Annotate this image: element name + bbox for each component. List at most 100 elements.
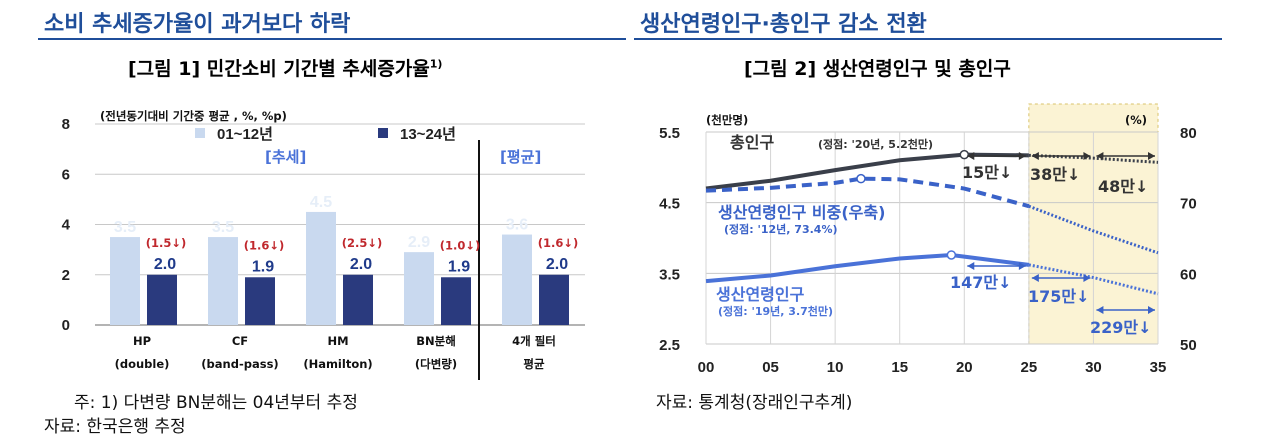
y-tick-label: 8 <box>62 116 70 133</box>
y-tick-label: 6 <box>62 166 70 183</box>
bar-13-24 <box>343 274 373 325</box>
difference-label: (1.6↓) <box>244 238 285 252</box>
category-label-sub: (double) <box>115 357 170 371</box>
x-tick-label: 05 <box>762 359 779 376</box>
category-label-sub: (다변량) <box>415 357 457 371</box>
category-label: 4개 필터 <box>512 334 556 348</box>
legend-label: 01~12년 <box>217 126 273 143</box>
figure1-title: [그림 1] 민간소비 기간별 추세증가율1) <box>128 57 443 80</box>
figure2-title: [그림 2] 생산연령인구 및 총인구 <box>744 58 1011 80</box>
peak-marker-total <box>959 149 970 160</box>
category-label-sub: (Hamilton) <box>303 357 372 371</box>
bar-value-label-01-12: 4.5 <box>310 194 332 211</box>
note-source-left: 자료: 한국은행 추정 <box>44 417 186 437</box>
series-peak-annotation: (정점: '12년, 73.4%) <box>724 222 838 236</box>
x-tick-label: 15 <box>891 359 908 376</box>
y-axis-label: (전년동기대비 기간중 평균 , %, %p) <box>100 109 287 123</box>
y-left-axis-label: (천만명) <box>706 113 748 127</box>
note-footnote: 주: 1) 다변량 BN분해는 04년부터 추정 <box>74 393 358 413</box>
decline-arrowhead <box>1031 152 1091 160</box>
difference-label: (2.5↓) <box>342 236 383 250</box>
series-projection-line <box>1028 204 1159 255</box>
right-title-rule <box>634 38 1222 40</box>
category-label: HM <box>327 334 348 348</box>
legend-swatch <box>195 128 205 138</box>
note-source-right: 자료: 통계청(장래인구추계) <box>656 393 853 413</box>
decline-label: 38만↓ <box>1030 165 1080 184</box>
bar-01-12 <box>502 234 532 325</box>
series-label: 생산연령인구 <box>716 285 805 304</box>
decline-label: 15만↓ <box>962 163 1012 182</box>
decline-label: 175만↓ <box>1028 287 1090 306</box>
bar-01-12 <box>208 237 238 325</box>
y-right-tick-label: 50 <box>1180 337 1197 354</box>
decline-arrowhead <box>1096 152 1155 160</box>
y-left-tick-label: 4.5 <box>659 196 680 213</box>
legend-swatch <box>378 128 388 138</box>
group-label-trend: [추세] <box>265 148 306 166</box>
series-line <box>705 176 1030 209</box>
category-label: HP <box>133 334 151 348</box>
x-tick-label: 25 <box>1021 359 1038 376</box>
x-tick-label: 10 <box>827 359 844 376</box>
bar-value-label-13-24: 2.0 <box>154 256 176 273</box>
y-tick-label: 2 <box>62 267 70 284</box>
difference-label: (1.5↓) <box>146 236 187 250</box>
series-peak-annotation: (정점: '20년, 5.2천만) <box>818 137 933 151</box>
decline-arrowhead <box>967 262 1026 270</box>
peak-marker-working <box>946 250 957 260</box>
difference-label: (1.6↓) <box>538 236 579 250</box>
y-left-tick-label: 3.5 <box>659 266 680 283</box>
left-title-rule <box>38 38 626 40</box>
y-tick-label: 4 <box>62 217 71 234</box>
decline-label: 229만↓ <box>1090 318 1152 337</box>
left-section-title: 소비 추세증가율이 과거보다 하락 <box>44 12 351 37</box>
x-tick-label: 20 <box>956 359 973 376</box>
y-right-tick-label: 60 <box>1180 266 1197 283</box>
category-label: BN분해 <box>416 334 456 348</box>
bar-value-label-13-24: 1.9 <box>448 258 470 275</box>
decline-label: 48만↓ <box>1098 177 1148 196</box>
series-line <box>705 252 1030 284</box>
y-right-tick-label: 80 <box>1180 125 1197 142</box>
y-tick-label: 0 <box>62 317 70 334</box>
legend-label: 13~24년 <box>400 126 456 143</box>
y-left-tick-label: 2.5 <box>659 337 680 354</box>
bar-01-12 <box>404 252 434 325</box>
y-left-tick-label: 5.5 <box>659 125 680 142</box>
category-label-sub: 평균 <box>523 357 545 371</box>
x-tick-label: 00 <box>698 359 715 376</box>
peak-marker-ratio <box>856 173 866 184</box>
y-right-tick-label: 70 <box>1180 196 1197 213</box>
series-line <box>705 152 1029 191</box>
bar-value-label-13-24: 1.9 <box>252 258 274 275</box>
bar-value-label-01-12: 3.5 <box>114 219 136 236</box>
bar-01-12 <box>110 237 140 325</box>
series-label: 총인구 <box>730 133 774 152</box>
bar-13-24 <box>539 274 569 325</box>
group-label-average: [평균] <box>500 148 541 166</box>
right-section-title: 생산연령인구·총인구 감소 전환 <box>640 12 927 37</box>
decline-arrowhead <box>1096 306 1155 314</box>
bar-01-12 <box>306 211 336 325</box>
decline-arrowhead <box>1031 274 1091 282</box>
difference-label: (1.0↓) <box>440 238 481 252</box>
decline-arrowhead <box>967 152 1026 160</box>
category-label: CF <box>232 334 248 348</box>
bar-value-label-01-12: 2.9 <box>408 234 430 251</box>
x-tick-label: 30 <box>1085 359 1102 376</box>
y-right-axis-label: (%) <box>1125 113 1147 127</box>
bar-value-label-01-12: 3.6 <box>506 217 528 234</box>
series-peak-annotation: (정점: '19년, 3.7천만) <box>718 304 833 318</box>
bar-value-label-13-24: 2.0 <box>546 256 568 273</box>
category-label-sub: (band-pass) <box>201 357 278 371</box>
decline-label: 147만↓ <box>950 273 1012 292</box>
bar-13-24 <box>245 277 275 325</box>
bar-13-24 <box>147 274 177 325</box>
bar-value-label-13-24: 2.0 <box>350 256 372 273</box>
bar-value-label-01-12: 3.5 <box>212 219 234 236</box>
x-tick-label: 35 <box>1150 359 1167 376</box>
series-projection-line <box>1028 263 1159 296</box>
